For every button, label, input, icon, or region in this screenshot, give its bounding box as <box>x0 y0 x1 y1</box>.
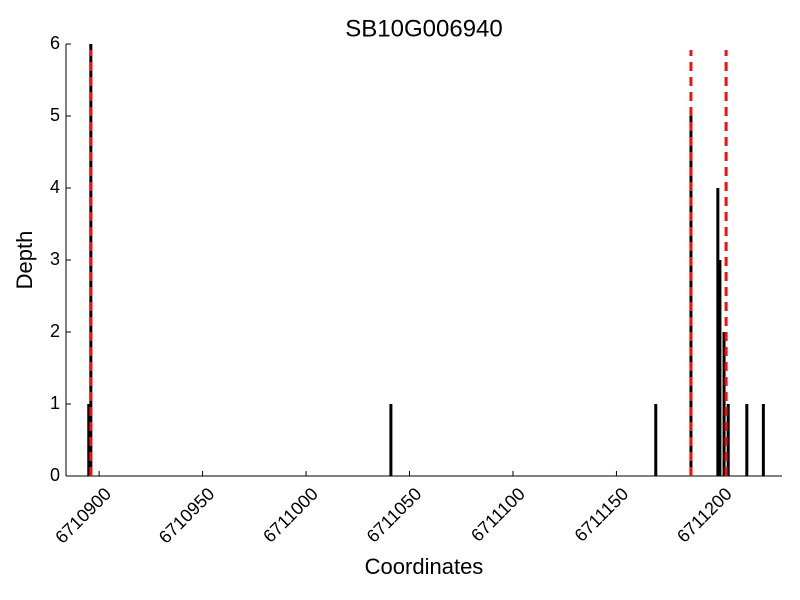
y-tick-label: 3 <box>50 249 60 269</box>
bar <box>745 404 749 476</box>
bar <box>654 404 658 476</box>
y-axis-label: Depth <box>12 231 37 290</box>
bar <box>87 404 91 476</box>
x-tick-label: 6711200 <box>673 484 736 547</box>
x-tick-label: 6711000 <box>259 484 322 547</box>
y-tick-label: 5 <box>50 105 60 125</box>
y-tick-label: 0 <box>50 465 60 485</box>
bar <box>716 188 720 476</box>
y-tick-label: 4 <box>50 177 60 197</box>
bar <box>722 332 726 476</box>
y-tick-label: 2 <box>50 321 60 341</box>
x-tick-label: 6710900 <box>51 484 115 548</box>
y-tick-label: 1 <box>50 393 60 413</box>
x-tick-label: 6711050 <box>363 484 426 547</box>
x-axis-label: Coordinates <box>365 554 484 579</box>
bar <box>726 404 730 476</box>
x-tick-label: 6711150 <box>571 484 633 546</box>
bar <box>761 404 765 476</box>
x-tick-label: 6710950 <box>155 484 219 548</box>
y-tick-label: 6 <box>50 33 60 53</box>
bar <box>718 260 722 476</box>
bar <box>389 404 393 476</box>
x-tick-label: 6711100 <box>467 484 529 546</box>
chart-title: SB10G006940 <box>345 15 502 42</box>
